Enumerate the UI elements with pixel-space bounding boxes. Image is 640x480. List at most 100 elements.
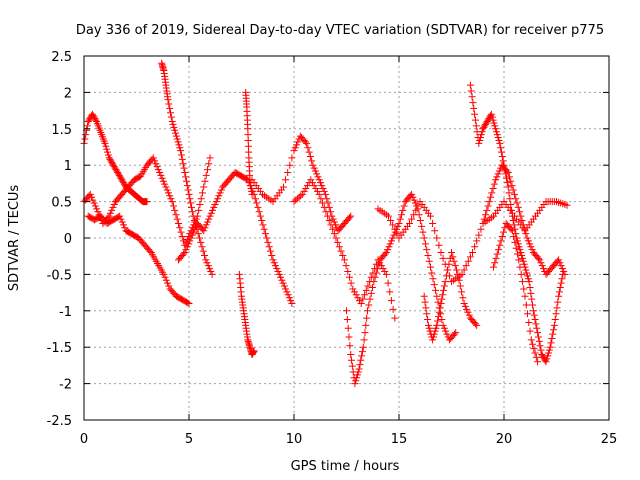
- data-point: [387, 217, 395, 225]
- data-point: [523, 269, 531, 277]
- series-s8: [248, 132, 355, 235]
- data-point: [497, 144, 505, 152]
- data-point: [466, 81, 474, 89]
- data-point: [514, 240, 522, 248]
- data-point: [527, 289, 535, 297]
- x-tick-label: 5: [185, 432, 193, 447]
- data-point: [532, 353, 540, 361]
- data-point: [348, 356, 356, 364]
- data-point: [525, 278, 533, 286]
- data-point: [157, 171, 165, 179]
- data-point: [202, 256, 210, 264]
- data-point: [430, 330, 438, 338]
- data-point: [364, 307, 371, 315]
- data-point: [169, 202, 177, 210]
- data-point: [531, 349, 539, 357]
- data-point: [421, 298, 429, 306]
- data-point: [180, 250, 188, 258]
- data-point: [165, 282, 173, 290]
- data-point: [105, 154, 113, 162]
- series-s13: [466, 81, 567, 366]
- data-point: [314, 187, 322, 195]
- data-point: [310, 164, 318, 172]
- data-point: [317, 195, 325, 203]
- data-point: [489, 184, 497, 192]
- data-point: [185, 300, 193, 308]
- data-point: [530, 345, 538, 353]
- data-point: [313, 170, 321, 178]
- data-point: [458, 288, 466, 296]
- data-point: [518, 251, 526, 259]
- data-point: [555, 288, 563, 296]
- data-point: [312, 184, 320, 192]
- data-point: [358, 352, 366, 360]
- data-point: [81, 135, 89, 143]
- data-point: [293, 141, 301, 149]
- data-point: [261, 230, 269, 238]
- data-point: [183, 182, 191, 190]
- data-point: [168, 118, 176, 126]
- data-point: [427, 263, 434, 271]
- data-point: [266, 247, 274, 255]
- data-point: [435, 241, 443, 249]
- data-point: [352, 377, 360, 385]
- data-point: [344, 324, 352, 332]
- data-point: [329, 225, 337, 233]
- data-point: [517, 270, 525, 278]
- data-point: [327, 221, 335, 229]
- data-point: [537, 259, 545, 267]
- data-point: [455, 276, 463, 284]
- series-s5: [175, 168, 296, 308]
- y-tick-label: -2.5: [47, 414, 72, 429]
- data-point: [468, 93, 476, 101]
- data-point: [177, 228, 185, 236]
- data-point: [346, 342, 354, 350]
- data-point: [181, 249, 189, 257]
- data-point: [203, 259, 211, 267]
- data-point: [354, 368, 362, 376]
- data-point: [418, 222, 426, 230]
- y-tick-label: 0.5: [51, 196, 72, 211]
- data-point: [482, 119, 490, 127]
- data-point: [303, 182, 311, 190]
- data-point: [308, 157, 316, 165]
- data-point: [547, 339, 555, 347]
- data-point: [320, 187, 328, 195]
- data-point: [480, 123, 488, 131]
- data-point: [347, 350, 355, 358]
- data-point: [448, 249, 455, 257]
- data-point: [356, 297, 364, 305]
- data-point: [505, 173, 513, 181]
- data-point: [120, 180, 128, 188]
- data-point: [294, 138, 302, 146]
- data-point: [348, 362, 356, 370]
- data-point: [186, 195, 194, 203]
- data-point: [490, 263, 497, 271]
- data-point: [477, 131, 485, 139]
- data-point: [186, 237, 194, 245]
- data-point: [345, 333, 353, 341]
- data-point: [512, 244, 520, 252]
- data-point: [284, 168, 292, 176]
- data-point: [107, 157, 115, 165]
- data-point: [259, 221, 267, 229]
- data-point: [353, 371, 361, 379]
- data-point: [507, 177, 515, 185]
- data-point: [514, 203, 522, 211]
- data-point: [106, 155, 114, 163]
- data-point: [176, 144, 184, 152]
- data-point: [516, 263, 524, 271]
- data-point: [197, 195, 205, 203]
- data-point: [497, 148, 505, 156]
- data-point: [86, 190, 94, 198]
- data-point: [508, 182, 516, 190]
- data-point: [490, 119, 498, 127]
- data-point: [160, 270, 168, 278]
- data-point: [285, 294, 293, 302]
- marks-layer: [80, 59, 571, 388]
- data-point: [182, 246, 190, 254]
- data-point: [535, 337, 543, 345]
- data-point: [534, 329, 542, 337]
- data-point: [539, 353, 547, 361]
- data-point: [396, 215, 404, 223]
